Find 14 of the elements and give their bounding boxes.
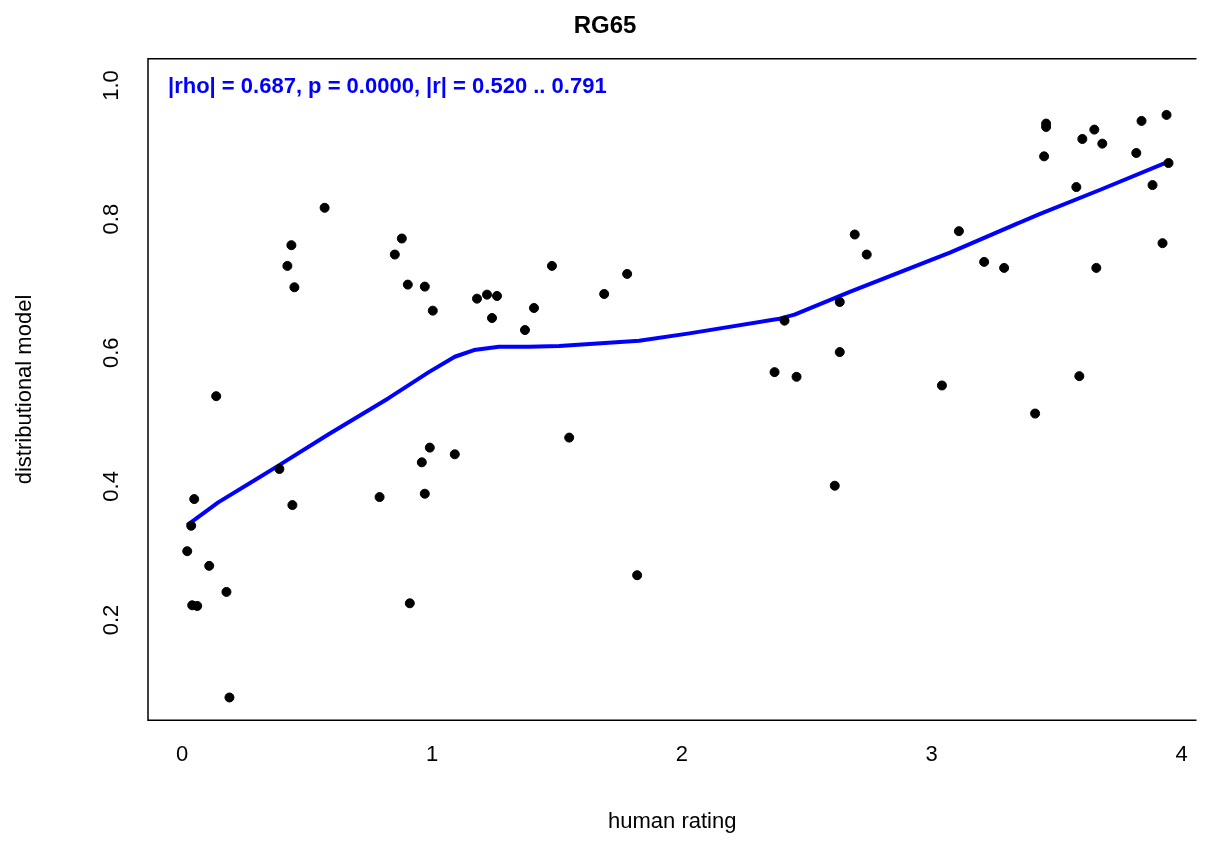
x-tick-label: 4 bbox=[1175, 741, 1188, 767]
y-tick-label: 0.6 bbox=[98, 337, 124, 369]
chart-title: RG65 bbox=[573, 11, 637, 39]
x-tick-label: 3 bbox=[925, 741, 938, 767]
x-tick-label: 2 bbox=[675, 741, 688, 767]
x-axis-title: human rating bbox=[608, 807, 737, 833]
x-tick-label: 1 bbox=[425, 741, 439, 767]
x-tick-label: 0 bbox=[176, 741, 189, 767]
y-tick-label: 1.0 bbox=[98, 70, 124, 101]
y-axis-title: distributional model bbox=[11, 294, 37, 485]
y-tick-label: 0.2 bbox=[98, 604, 124, 636]
y-tick-label: 0.8 bbox=[98, 203, 124, 235]
annotation: |rho| = 0.687, p = 0.0000, |r| = 0.520 .. 0.791 bbox=[168, 72, 607, 98]
y-tick-label: 0.4 bbox=[98, 471, 124, 502]
